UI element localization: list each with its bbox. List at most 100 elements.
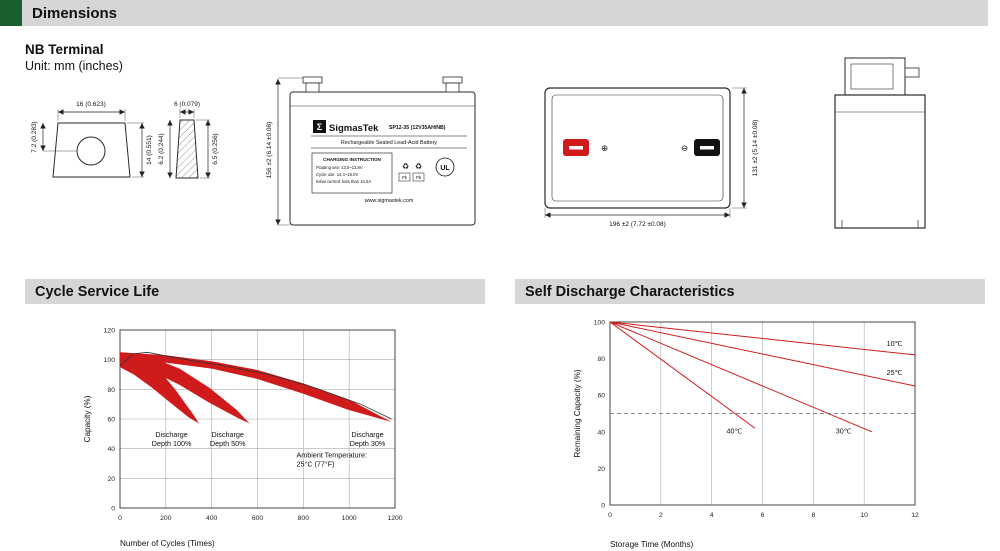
battery-side-drawing — [820, 50, 950, 235]
y-tick-label: 100 — [594, 320, 606, 327]
chart-annotation: Discharge Depth 30% — [350, 430, 386, 448]
battery-body — [289, 91, 476, 226]
discharge-depth-50-band — [120, 353, 250, 424]
pb-box-2 — [412, 172, 425, 182]
width-dimension: 16 (0.623) — [57, 101, 126, 121]
battery-side-svg — [834, 57, 926, 229]
chart-annotation: Ambient Temperature: 25°C (77°F) — [296, 451, 367, 469]
self-discharge-header: Self Discharge Characteristics — [515, 279, 985, 304]
y-tick-label: 80 — [107, 387, 115, 394]
x-tick-label: 200 — [160, 515, 172, 522]
chart-annotation: 30℃ — [836, 427, 852, 436]
dimensions-section-header: Dimensions — [0, 0, 988, 26]
y-axis-label: Capacity (%) — [83, 395, 92, 442]
terminal-side-left-label: 6.2 (0.244) — [158, 133, 165, 164]
right-terminal-post — [442, 76, 463, 93]
charging-line-3: Initial current: less than 10.5A — [316, 179, 371, 184]
right-dimension: 14 (0.551) — [127, 122, 153, 178]
plus-symbol: ⊕ — [601, 143, 608, 153]
y-axis-label: Remaining Capacity (%) — [573, 369, 582, 458]
self-discharge-chart: 0 2 4 6 8 10 12 0 20 40 60 80 100 10℃ 25℃ 40℃ 30℃ Storage… — [545, 310, 960, 551]
y-tick-label: 120 — [104, 328, 116, 335]
x-axis-label: Number of Cycles (Times) — [120, 539, 215, 548]
charging-line-1: Floating use: 13.5~13.8V — [316, 165, 363, 170]
line-10C — [609, 321, 916, 356]
terminal-front-drawing: 16 (0.623) 7.2 (0.283) 14 (0.551) — [30, 95, 155, 210]
charging-instruction-box — [311, 152, 393, 194]
left-dimension: 6.2 (0.244) — [158, 120, 173, 178]
charging-title: CHARGING INSTRUCTION — [323, 157, 381, 162]
side-terminal-cap-inner — [850, 63, 894, 90]
y-tick-label: 0 — [111, 506, 115, 513]
terminal-side-svg: 6 (0.079) 6.2 (0.244) 6.5 (0.256) — [158, 101, 219, 179]
pb-box-1 — [398, 172, 411, 182]
height-dimension: 156 ±2 (6.14 ±0.08) — [266, 77, 305, 226]
left-terminal-post — [302, 76, 323, 93]
self-chart-svg: 0 2 4 6 8 10 12 0 20 40 60 80 100 10℃ 25℃ 40℃ 30℃ Storage… — [573, 320, 919, 550]
x-tick-label: 800 — [298, 515, 310, 522]
terminal-left-dim-label: 7.2 (0.283) — [31, 121, 38, 152]
minus-symbol: ⊖ — [681, 143, 688, 153]
right-dimension: 6.5 (0.256) — [196, 119, 219, 179]
website-text: www.sigmastek.com — [364, 198, 414, 204]
battery-front-drawing: 156 ±2 (6.14 ±0.08) Σ SigmasTek SP12-35 … — [265, 50, 485, 235]
battery-front-svg: 156 ±2 (6.14 ±0.08) Σ SigmasTek SP12-35 … — [266, 76, 476, 226]
chart-annotation: 10℃ — [887, 339, 903, 348]
terminal-width-label: 16 (0.623) — [76, 101, 106, 108]
nb-terminal-label: NB Terminal — [25, 42, 104, 57]
side-terminal-nub — [904, 67, 920, 78]
plot-border — [119, 329, 396, 509]
line-25C — [609, 321, 916, 387]
chart-annotation: Discharge Depth 50% — [210, 430, 246, 448]
header-bar: Dimensions — [22, 0, 988, 26]
y-tick-label: 40 — [107, 446, 115, 453]
y-tick-label: 40 — [597, 429, 605, 436]
pb-symbol-2: Pb — [416, 175, 422, 180]
terminal-side-right-label: 6.5 (0.256) — [212, 133, 219, 164]
top-view-outline — [544, 87, 731, 209]
chart-annotation: 25℃ — [887, 368, 903, 377]
sigmastek-logo-icon — [313, 120, 326, 133]
x-axis-label: Storage Time (Months) — [610, 540, 694, 549]
y-tick-label: 60 — [107, 417, 115, 424]
discharge-depth-30-band — [120, 352, 392, 422]
x-tick-label: 10 — [860, 512, 868, 519]
terminal-body — [52, 122, 131, 178]
top-view-width-label: 196 ±2 (7.72 ±0.08) — [609, 221, 666, 228]
y-tick-label: 20 — [597, 466, 605, 473]
green-accent-block — [0, 0, 22, 26]
side-terminal-cap — [844, 57, 906, 96]
line-30C — [609, 321, 872, 433]
x-tick-label: 600 — [252, 515, 264, 522]
y-tick-label: 80 — [597, 356, 605, 363]
width-dimension: 196 ±2 (7.72 ±0.08) — [544, 208, 731, 228]
x-tick-label: 8 — [811, 512, 815, 519]
battery-top-svg: ⊕ ⊖ 196 ±2 (7.72 ±0.08) 131 ±2 (5.14 ±0.… — [544, 87, 759, 228]
ul-text: UL — [440, 165, 450, 172]
y-tick-label: 20 — [107, 476, 115, 483]
x-tick-label: 1000 — [342, 515, 357, 522]
left-dimension: 7.2 (0.283) — [31, 121, 77, 153]
top-view-inner-outline — [551, 94, 724, 202]
terminal-side-body — [175, 119, 199, 179]
terminal-height-label: 14 (0.551) — [146, 135, 153, 165]
top-dimension: 6 (0.079) — [174, 101, 200, 118]
pb-symbol-1: Pb — [402, 175, 408, 180]
discharge-depth-100-band — [120, 353, 200, 424]
y-tick-label: 100 — [104, 357, 116, 364]
model-number: SP12-35 (12V35AH/NB) — [389, 125, 446, 131]
positive-terminal-bar — [569, 146, 583, 150]
battery-top-drawing: ⊕ ⊖ 196 ±2 (7.72 ±0.08) 131 ±2 (5.14 ±0.… — [535, 75, 770, 230]
self-discharge-title: Self Discharge Characteristics — [525, 283, 735, 300]
battery-height-label: 156 ±2 (6.14 ±0.08) — [266, 122, 273, 179]
cycle-service-life-chart: 0 200 400 600 800 1000 1200 0 20 40 60 80 100 120 Disc… — [60, 315, 440, 550]
x-tick-label: 4 — [710, 512, 714, 519]
envelope-curve — [119, 351, 392, 420]
cycle-service-life-title: Cycle Service Life — [35, 283, 160, 300]
chart-annotation: Discharge Depth 100% — [152, 430, 192, 448]
terminal-side-drawing: 6 (0.079) 6.2 (0.244) 6.5 (0.256) — [158, 95, 253, 210]
dimensions-title: Dimensions — [32, 4, 118, 22]
x-tick-label: 6 — [761, 512, 765, 519]
x-tick-label: 1200 — [387, 515, 402, 522]
x-tick-label: 0 — [118, 515, 122, 522]
